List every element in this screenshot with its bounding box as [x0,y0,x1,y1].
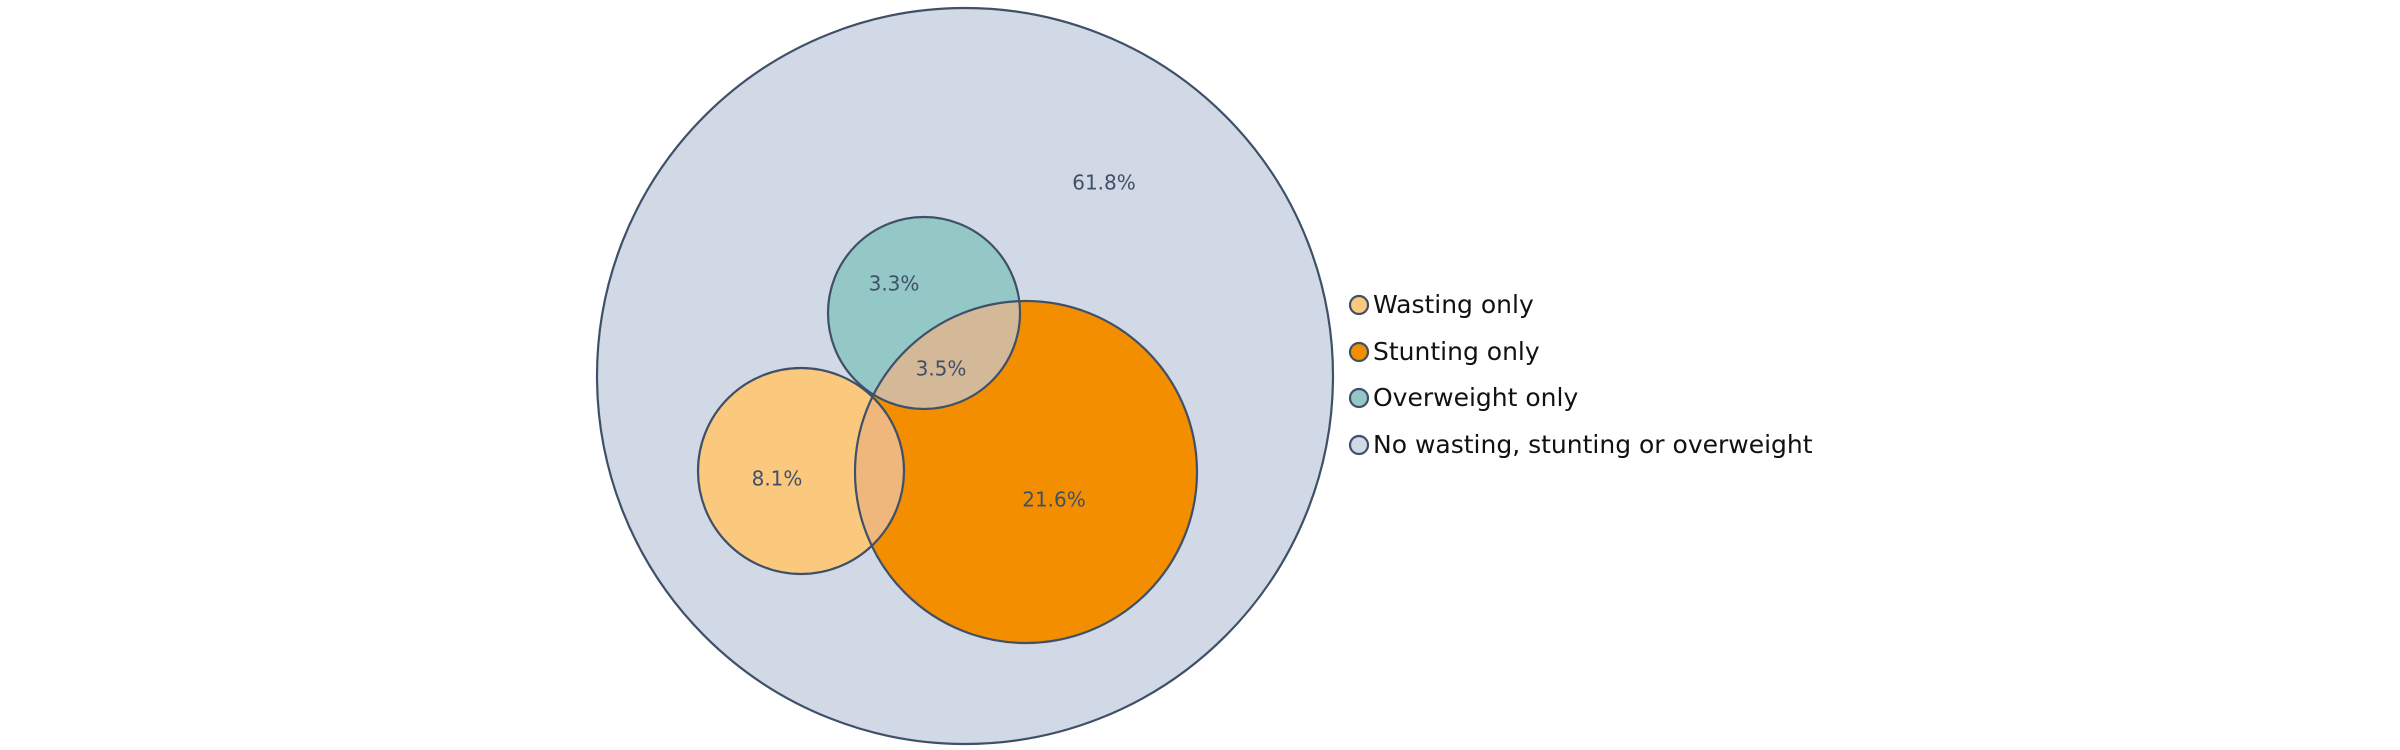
legend-item-stunting: Stunting only [1348,337,1540,366]
wasting-circle-fill [698,368,904,574]
region-label-overweight-stunting: 3.5% [916,357,967,381]
region-label-stunting: 21.6% [1022,488,1086,512]
legend-item-overweight: Overweight only [1348,383,1578,412]
legend-label-overweight: Overweight only [1373,383,1578,412]
wasting-circle-outline [696,366,906,576]
legend-label-none: No wasting, stunting or overweight [1373,430,1813,459]
legend-swatch-wasting [1348,294,1370,316]
region-label-none: 61.8% [1072,171,1136,195]
overweight-circle-outline [826,215,1022,411]
legend-item-wasting: Wasting only [1348,290,1534,319]
stunting-circle-outline [853,299,1199,645]
legend: Wasting only Stunting only Overweight on… [1348,290,1813,459]
legend-swatch-stunting [1348,341,1370,363]
legend-label-stunting: Stunting only [1373,337,1540,366]
legend-item-none: No wasting, stunting or overweight [1348,430,1813,459]
region-label-wasting: 8.1% [752,467,803,491]
legend-swatch-overweight [1348,387,1370,409]
legend-label-wasting: Wasting only [1373,290,1534,319]
region-label-overweight: 3.3% [869,272,920,296]
legend-swatch-none [1348,434,1370,456]
